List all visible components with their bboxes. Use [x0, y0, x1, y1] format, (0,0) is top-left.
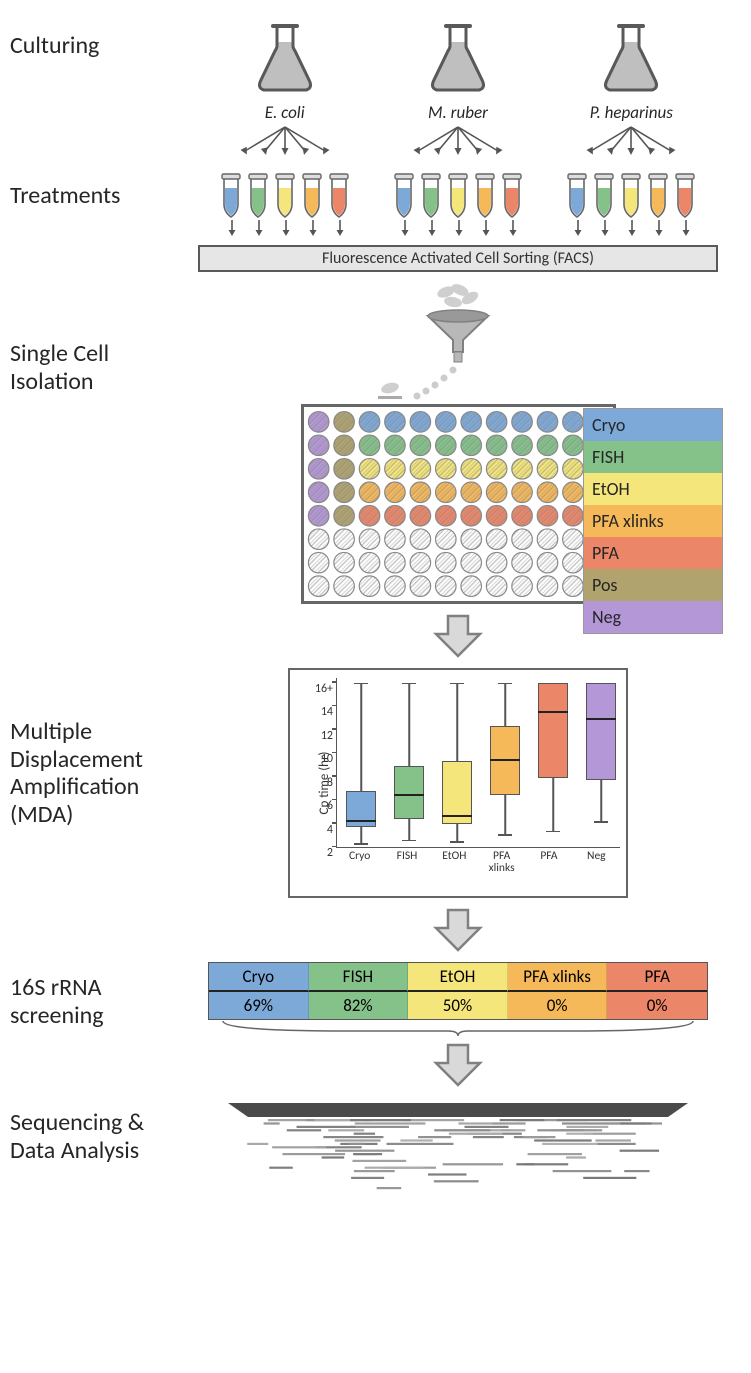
- flask-icon: [250, 20, 320, 98]
- treatments-row: Treatments: [10, 170, 741, 272]
- screening-value: 69%: [209, 992, 309, 1019]
- xtick-label: PFA: [529, 850, 569, 874]
- boxplot-neg: [586, 677, 616, 847]
- xtick-label: Neg: [576, 850, 616, 874]
- tube-icon: [273, 170, 297, 220]
- sequencing-alignment-icon: [218, 1097, 698, 1207]
- down-arrow-icon: [426, 612, 490, 660]
- culturing-row: Culturing E. coli M. ruber P. heparinus: [10, 20, 741, 162]
- tube-icon: [646, 170, 670, 220]
- down-arrows-row: [198, 218, 718, 243]
- flask-row: E. coli M. ruber P. heparinus: [198, 20, 718, 123]
- mda-label: MultipleDisplacementAmplification(MDA): [10, 668, 175, 828]
- legend-item: Cryo: [584, 409, 722, 441]
- culturing-label: Culturing: [10, 20, 175, 60]
- xtick-label: EtOH: [434, 850, 474, 874]
- tube-icon: [219, 170, 243, 220]
- well-plate: [301, 404, 616, 604]
- screening-table: CryoFISHEtOHPFA xlinksPFA69%82%50%0%0%: [208, 962, 708, 1020]
- tube-group: [383, 170, 533, 220]
- facs-bar: Fluorescence Activated Cell Sorting (FAC…: [198, 245, 718, 272]
- down-arrows-icon: [556, 218, 706, 238]
- tube-icon: [619, 170, 643, 220]
- sequencing-label: Sequencing &Data Analysis: [10, 1097, 175, 1164]
- sequencing-row: Sequencing &Data Analysis: [10, 1097, 741, 1207]
- screening-header: EtOH: [408, 963, 508, 992]
- tube-group: [210, 170, 360, 220]
- screening-value: 0%: [508, 992, 608, 1019]
- fan-arrows-icon: [383, 123, 533, 157]
- screening-label: 16S rRNAscreening: [10, 962, 175, 1029]
- boxplot-cryo: [346, 677, 376, 847]
- boxplot-pfa-xlinks: [490, 677, 520, 847]
- screening-header: PFA: [607, 963, 707, 992]
- tube-icon: [473, 170, 497, 220]
- tube-icon: [592, 170, 616, 220]
- tube-group: [556, 170, 706, 220]
- down-arrows-icon: [383, 218, 533, 238]
- legend-item: PFA: [584, 537, 722, 569]
- treatment-legend: CryoFISHEtOHPFA xlinksPFAPosNeg: [583, 408, 723, 634]
- legend-item: FISH: [584, 441, 722, 473]
- tube-icon: [446, 170, 470, 220]
- sorting-funnel-icon: [358, 280, 558, 400]
- tube-icon: [565, 170, 589, 220]
- boxplot-pfa: [538, 677, 568, 847]
- fan-arrows-icon: [556, 123, 706, 157]
- species-label: M. ruber: [428, 102, 488, 123]
- legend-item: Neg: [584, 601, 722, 633]
- screening-value: 50%: [408, 992, 508, 1019]
- isolation-label: Single Cell Isolation: [10, 280, 175, 395]
- bracket-icon: [208, 1019, 708, 1037]
- treatments-label: Treatments: [10, 170, 175, 210]
- screening-header: Cryo: [209, 963, 309, 992]
- screening-value: 0%: [607, 992, 707, 1019]
- boxplot-fish: [394, 677, 424, 847]
- xtick-label: FISH: [387, 850, 427, 874]
- workflow-diagram: Culturing E. coli M. ruber P. heparinus: [10, 20, 741, 1207]
- xtick-label: PFAxlinks: [482, 850, 522, 874]
- boxplot-etoh: [442, 677, 472, 847]
- screening-value: 82%: [309, 992, 409, 1019]
- fan-arrows-icon: [210, 123, 360, 157]
- tube-icon: [300, 170, 324, 220]
- tube-icon: [673, 170, 697, 220]
- tube-icon: [392, 170, 416, 220]
- fan-arrows-row: [198, 123, 718, 162]
- screening-row: 16S rRNAscreening CryoFISHEtOHPFA xlinks…: [10, 962, 741, 1037]
- flask-unit: E. coli: [210, 20, 360, 123]
- down-arrows-icon: [210, 218, 360, 238]
- tube-icon: [419, 170, 443, 220]
- flask-unit: M. ruber: [383, 20, 533, 123]
- down-arrow-icon: [426, 906, 490, 954]
- down-arrow-icon: [426, 1041, 490, 1089]
- species-label: E. coli: [265, 102, 305, 123]
- tube-icon: [500, 170, 524, 220]
- tube-row: [198, 170, 718, 220]
- flask-icon: [596, 20, 666, 98]
- flask-unit: P. heparinus: [556, 20, 706, 123]
- xtick-label: Cryo: [340, 850, 380, 874]
- legend-item: EtOH: [584, 473, 722, 505]
- species-label: P. heparinus: [590, 102, 673, 123]
- legend-item: PFA xlinks: [584, 505, 722, 537]
- screening-header: FISH: [309, 963, 409, 992]
- legend-item: Pos: [584, 569, 722, 601]
- mda-boxplot: Cp time (hr) 246810121416+ CryoFIS: [288, 668, 628, 898]
- screening-header: PFA xlinks: [508, 963, 608, 992]
- flask-icon: [423, 20, 493, 98]
- tube-icon: [327, 170, 351, 220]
- mda-row: MultipleDisplacementAmplification(MDA) C…: [10, 668, 741, 898]
- tube-icon: [246, 170, 270, 220]
